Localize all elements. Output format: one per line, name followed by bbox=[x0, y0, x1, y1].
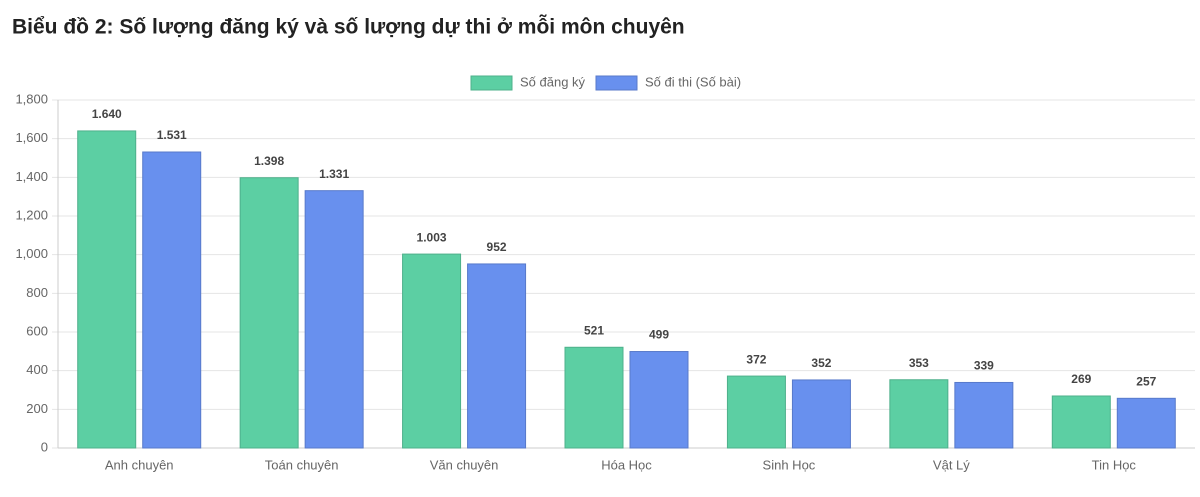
bar bbox=[467, 263, 527, 449]
y-tick-label: 400 bbox=[26, 362, 48, 377]
value-label: 269 bbox=[1071, 372, 1091, 386]
value-label: 353 bbox=[909, 356, 929, 370]
bar bbox=[304, 190, 364, 449]
x-tick-label: Sinh Học bbox=[763, 457, 816, 472]
value-label: 339 bbox=[974, 359, 994, 373]
y-tick-label: 800 bbox=[26, 285, 48, 300]
bar bbox=[77, 130, 137, 449]
value-label: 952 bbox=[487, 240, 507, 254]
y-tick-label: 1,000 bbox=[15, 246, 48, 261]
x-tick-label: Tin Học bbox=[1092, 457, 1137, 472]
bar bbox=[889, 379, 949, 449]
y-tick-label: 600 bbox=[26, 323, 48, 338]
chart-title: Biểu đồ 2: Số lượng đăng ký và số lượng … bbox=[12, 15, 685, 39]
legend-swatch bbox=[595, 75, 638, 91]
bar bbox=[1051, 395, 1111, 449]
bar bbox=[1116, 397, 1176, 449]
value-label: 1.003 bbox=[417, 230, 447, 244]
y-tick-label: 1,600 bbox=[15, 130, 48, 145]
value-label: 352 bbox=[811, 356, 831, 370]
bar bbox=[402, 253, 462, 449]
y-tick-label: 200 bbox=[26, 401, 48, 416]
legend-label: Số đăng ký bbox=[520, 74, 586, 89]
value-label: 1.398 bbox=[254, 154, 284, 168]
bar bbox=[954, 381, 1014, 449]
value-label: 521 bbox=[584, 323, 604, 337]
x-tick-label: Văn chuyên bbox=[430, 457, 499, 472]
y-tick-label: 1,200 bbox=[15, 207, 48, 222]
x-tick-label: Toán chuyên bbox=[265, 457, 339, 472]
value-label: 499 bbox=[649, 328, 669, 342]
value-label: 1.331 bbox=[319, 167, 349, 181]
bar bbox=[791, 379, 851, 449]
value-label: 372 bbox=[746, 352, 766, 366]
y-tick-label: 1,800 bbox=[15, 91, 48, 106]
y-tick-label: 1,400 bbox=[15, 169, 48, 184]
bar bbox=[142, 151, 202, 449]
value-label: 257 bbox=[1136, 374, 1156, 388]
legend-swatch bbox=[470, 75, 513, 91]
value-label: 1.531 bbox=[157, 128, 187, 142]
x-tick-label: Vật Lý bbox=[933, 457, 970, 472]
bar bbox=[564, 346, 624, 449]
y-tick-label: 0 bbox=[41, 439, 48, 454]
x-tick-label: Anh chuyên bbox=[105, 457, 174, 472]
bar bbox=[239, 177, 299, 449]
value-label: 1.640 bbox=[92, 107, 122, 121]
x-tick-label: Hóa Học bbox=[601, 457, 652, 472]
bar bbox=[726, 375, 786, 449]
legend-label: Số đi thi (Số bài) bbox=[645, 74, 741, 89]
bar bbox=[629, 351, 689, 449]
